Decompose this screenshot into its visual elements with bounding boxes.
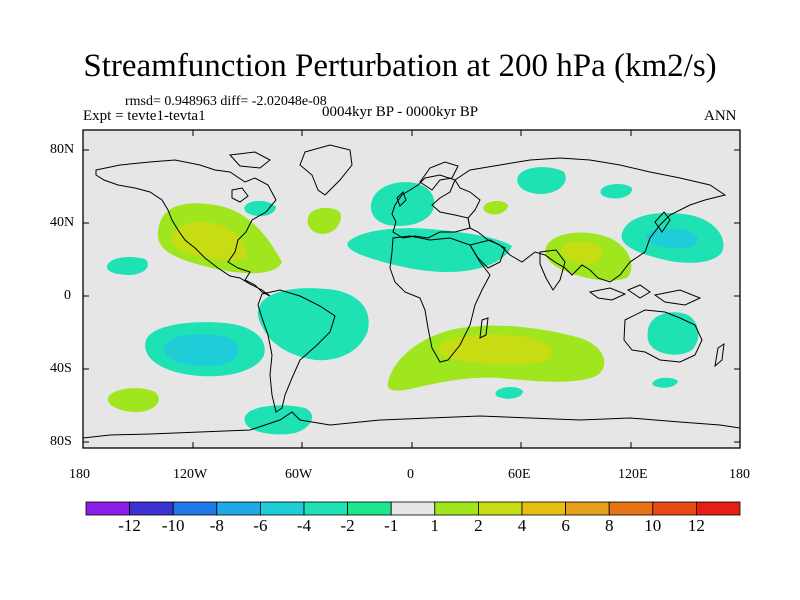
lat-tick-40n: 40N xyxy=(50,215,75,230)
contour-np-negative-small xyxy=(600,184,633,199)
colorbar-box xyxy=(85,501,130,516)
coast-asia xyxy=(454,157,727,283)
colorbar-box xyxy=(434,501,479,516)
coast-hudson-bay xyxy=(231,187,249,203)
colorbar-label: 10 xyxy=(644,516,662,535)
coast-new-zealand xyxy=(714,342,725,368)
period-label: 0004kyr BP - 0000kyr BP xyxy=(322,104,479,120)
lon-tick-60w: 60W xyxy=(285,467,313,482)
lon-tick-60e: 60E xyxy=(508,467,531,482)
lat-tick-40s: 40S xyxy=(50,361,72,376)
contour-asia-positive-small xyxy=(483,200,508,215)
colorbar-box xyxy=(608,501,654,516)
colorbar-label: -8 xyxy=(209,516,224,535)
coast-indonesia xyxy=(588,284,702,306)
coast-africa xyxy=(389,235,491,363)
colorbar-box xyxy=(696,501,741,516)
coast-japan xyxy=(654,211,671,233)
colorbar-box xyxy=(216,501,261,516)
lat-tick-80n: 80N xyxy=(50,142,75,157)
coast-north-america xyxy=(95,159,277,297)
coast-europe xyxy=(391,174,471,239)
contour-saf-negative-small xyxy=(495,386,523,399)
lon-tick-180w: 180 xyxy=(69,467,90,482)
contour-sa-positive-core xyxy=(561,241,603,264)
map-background xyxy=(83,130,740,448)
colorbar-label: -10 xyxy=(161,516,185,535)
coast-south-america xyxy=(257,289,336,413)
contour-fields xyxy=(106,167,724,435)
colorbar-box xyxy=(521,501,566,516)
coast-madagascar xyxy=(479,317,489,339)
colorbar-label: 8 xyxy=(604,516,614,535)
colorbar-label: -12 xyxy=(118,516,141,535)
stats-text: rmsd= 0.948963 diff= -2.02048e-08 xyxy=(125,94,327,109)
colorbar-label: -1 xyxy=(384,516,399,535)
colorbar-label: 1 xyxy=(430,516,440,535)
colorbar-label: 2 xyxy=(474,516,483,535)
coast-arctic-islands xyxy=(228,151,271,169)
contour-ant-negative xyxy=(244,405,313,435)
lon-tick-120w: 120W xyxy=(173,467,208,482)
lat-tick-80s: 80S xyxy=(50,434,72,449)
contour-ea-negative-core xyxy=(645,228,698,249)
coast-australia xyxy=(623,309,703,363)
contour-atl-positive-small xyxy=(307,207,341,234)
coast-arabia xyxy=(469,239,506,269)
coastlines xyxy=(83,144,740,439)
colorbar-box xyxy=(477,501,523,516)
coast-british-isles xyxy=(396,191,407,207)
coast-scandinavia xyxy=(419,161,459,191)
colorbar-box xyxy=(172,501,218,516)
colorbar-label: -2 xyxy=(340,516,355,535)
contour-sam-negative xyxy=(257,288,369,361)
colorbar-label: -4 xyxy=(296,516,312,535)
lat-tick-0: 0 xyxy=(64,288,71,303)
season-label: ANN xyxy=(704,108,737,124)
contour-aus-negative xyxy=(647,312,699,355)
contour-swp-positive xyxy=(107,388,159,413)
colorbar-box xyxy=(303,501,348,516)
contour-na-negative-small xyxy=(244,200,276,217)
contour-na-positive-core xyxy=(171,221,247,261)
contour-me-negative xyxy=(347,228,512,272)
lon-tick-0: 0 xyxy=(407,467,414,482)
colorbar-box xyxy=(259,501,305,516)
contour-sib-negative xyxy=(517,167,566,194)
coast-antarctica xyxy=(83,411,740,439)
colorbar-box xyxy=(565,501,610,516)
lon-tick-180e: 180 xyxy=(729,467,750,482)
colorbar-box xyxy=(652,501,697,516)
colorbar-box xyxy=(129,501,174,516)
colorbar-label: 12 xyxy=(687,516,705,535)
colorbar-label: 4 xyxy=(517,516,527,535)
contour-sep-negative-core xyxy=(164,334,239,367)
experiment-label: Expt = tevte1-tevta1 xyxy=(83,108,206,124)
contour-sio-positive-core xyxy=(438,334,553,365)
map-frame xyxy=(82,129,741,449)
contour-aus-south-small xyxy=(652,377,678,388)
coast-greenland xyxy=(299,144,353,196)
coast-india xyxy=(539,249,566,291)
colorbar-box xyxy=(347,501,392,516)
lon-tick-120e: 120E xyxy=(618,467,648,482)
colorbar xyxy=(85,501,741,516)
contour-pac-negative-small xyxy=(106,257,148,275)
colorbar-label: -6 xyxy=(253,516,268,535)
chart-title: Streamfunction Perturbation at 200 hPa (… xyxy=(83,48,717,84)
colorbar-box xyxy=(390,501,436,516)
colorbar-label: 6 xyxy=(561,516,570,535)
